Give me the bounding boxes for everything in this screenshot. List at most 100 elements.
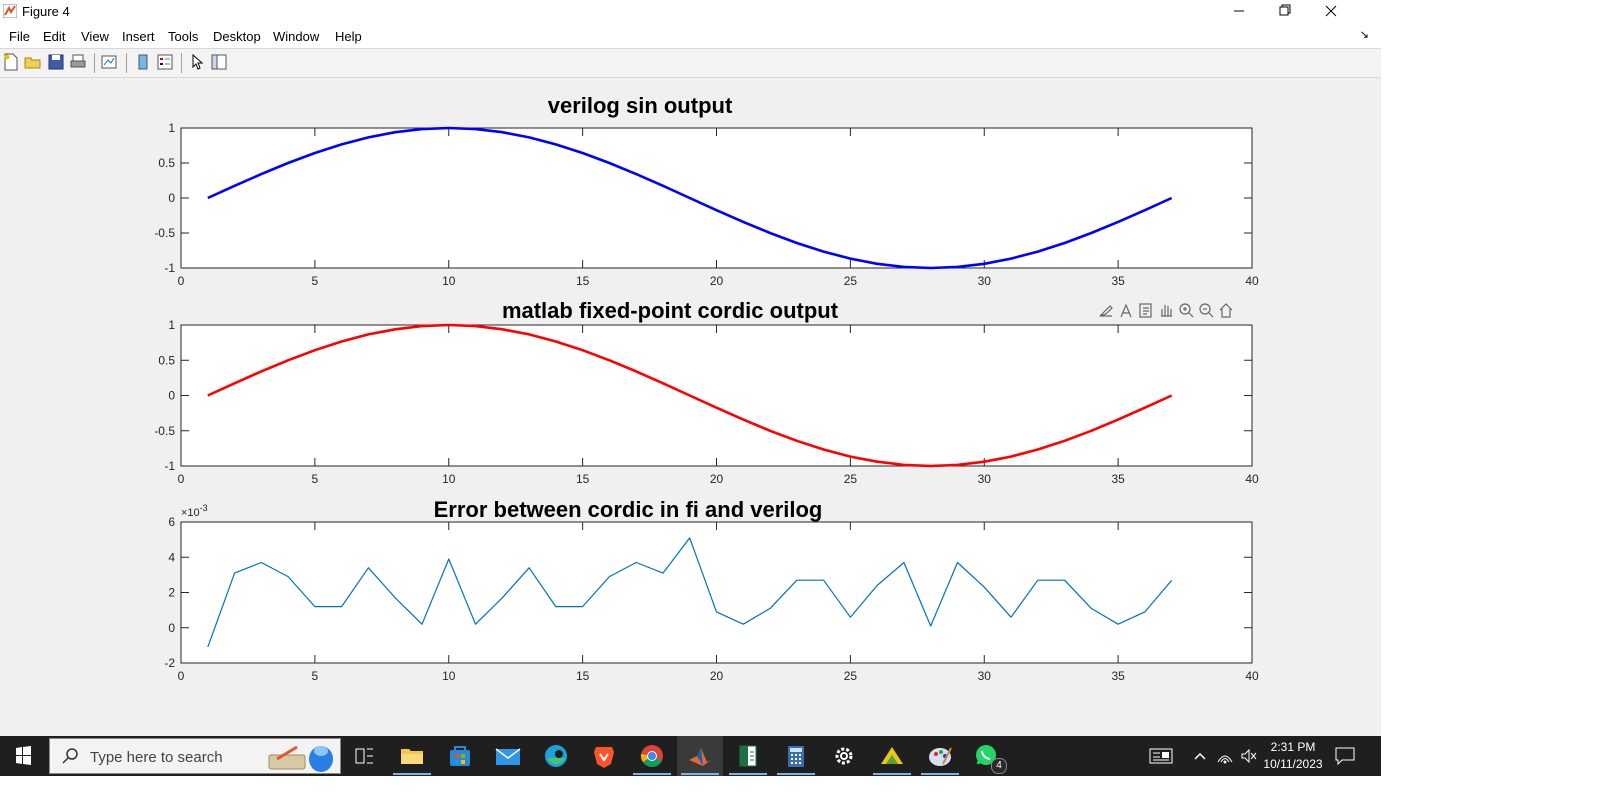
x-tick-label: 25 <box>844 669 858 683</box>
x-tick-label: 35 <box>1111 472 1125 486</box>
menu-edit[interactable]: Edit <box>43 29 66 44</box>
running-indicator <box>681 773 719 775</box>
x-tick-label: 35 <box>1111 274 1125 288</box>
taskbar-search-box[interactable]: Type here to search <box>49 738 341 774</box>
restore-button[interactable] <box>1262 0 1308 24</box>
x-tick-label: 30 <box>978 669 992 683</box>
x-tick-label: 30 <box>978 274 992 288</box>
x-tick-label: 20 <box>710 274 724 288</box>
network-icon[interactable] <box>1216 748 1234 764</box>
figure-toolbar <box>0 48 1381 78</box>
link-plot-icon[interactable] <box>100 53 118 71</box>
x-tick-label: 0 <box>178 472 185 486</box>
taskbar-matlab[interactable] <box>677 736 723 776</box>
running-indicator <box>633 773 671 775</box>
notification-center-icon[interactable] <box>1334 746 1356 766</box>
x-tick-label: 10 <box>442 669 456 683</box>
menu-file[interactable]: File <box>9 29 30 44</box>
x-tick-label: 40 <box>1245 669 1259 683</box>
brush-icon[interactable] <box>1099 305 1113 317</box>
menu-tools[interactable]: Tools <box>168 29 199 44</box>
minimize-icon <box>1234 10 1244 12</box>
pan-icon[interactable] <box>1161 305 1172 317</box>
print-icon[interactable] <box>69 53 87 71</box>
taskbar-file-explorer[interactable] <box>389 736 435 776</box>
taskbar-chrome[interactable] <box>629 736 675 776</box>
taskbar-mail[interactable] <box>485 736 531 776</box>
taskbar-settings[interactable] <box>821 736 867 776</box>
property-inspector-icon[interactable] <box>210 53 228 71</box>
taskbar-spreadsheet[interactable] <box>725 736 771 776</box>
calculator-icon <box>788 746 804 767</box>
home-icon[interactable] <box>1219 303 1233 318</box>
axes-toolbar <box>1099 303 1233 318</box>
x-tick-label: 25 <box>844 274 858 288</box>
menu-view[interactable]: View <box>81 29 109 44</box>
taskbar-whatsapp[interactable]: 4 <box>965 736 1011 776</box>
x-tick-label: 5 <box>312 274 319 288</box>
volume-muted-icon[interactable] <box>1240 748 1258 764</box>
toolbar-separator <box>94 53 95 73</box>
vivado-icon <box>881 747 903 764</box>
menu-window[interactable]: Window <box>273 29 320 44</box>
zoom-out-icon[interactable] <box>1199 303 1214 318</box>
search-highlight-illustration <box>268 745 333 772</box>
export-icon[interactable] <box>1139 303 1152 318</box>
x-tick-label: 40 <box>1245 472 1259 486</box>
taskbar-vivado[interactable] <box>869 736 915 776</box>
taskbar-date[interactable]: 10/11/2023 <box>1263 757 1323 771</box>
series-line <box>207 126 1173 270</box>
brave-icon <box>594 747 614 768</box>
edit-plot-icon[interactable] <box>188 53 206 71</box>
open-icon[interactable] <box>24 53 42 71</box>
window-title: Figure 4 <box>22 4 70 19</box>
save-icon[interactable] <box>47 53 65 71</box>
data-tips-icon[interactable] <box>1120 303 1132 318</box>
colorbar-icon[interactable] <box>134 53 152 71</box>
taskbar-paint[interactable] <box>917 736 963 776</box>
title-bar: Figure 4 <box>0 0 1381 24</box>
dock-arrow-icon[interactable]: ↘ <box>1359 29 1369 41</box>
close-icon <box>1325 5 1337 17</box>
close-button[interactable] <box>1308 0 1354 24</box>
y-tick-label: 0 <box>168 191 175 205</box>
menu-help[interactable]: Help <box>335 29 362 44</box>
plot-area <box>180 127 1253 269</box>
series-line <box>207 323 1173 468</box>
taskbar-calculator[interactable] <box>773 736 819 776</box>
running-indicator <box>873 773 911 775</box>
legend-icon[interactable] <box>156 53 174 71</box>
search-placeholder: Type here to search <box>90 749 223 766</box>
taskbar-news-widget[interactable] <box>1138 736 1184 776</box>
spreadsheet-icon <box>739 745 757 767</box>
menu-bar: File Edit View Insert Tools Desktop Wind… <box>0 24 1381 48</box>
x-tick-label: 0 <box>178 669 185 683</box>
toolbar-separator <box>126 53 127 73</box>
mail-icon <box>495 748 521 765</box>
x-tick-label: 10 <box>442 274 456 288</box>
x-tick-label: 15 <box>576 472 590 486</box>
minimize-button[interactable] <box>1216 0 1262 24</box>
taskbar-microsoft-store[interactable] <box>437 736 483 776</box>
start-button[interactable] <box>0 736 46 776</box>
matlab-icon <box>689 748 711 766</box>
menu-insert[interactable]: Insert <box>122 29 155 44</box>
restore-icon <box>1279 4 1291 16</box>
new-figure-icon[interactable] <box>2 53 20 71</box>
taskbar-time[interactable]: 2:31 PM <box>1270 740 1316 754</box>
taskbar-edge[interactable] <box>533 736 579 776</box>
y-tick-label: 2 <box>168 586 175 600</box>
taskbar-brave[interactable] <box>581 736 627 776</box>
y-tick-label: 0 <box>168 389 175 403</box>
show-hidden-icons-chevron-icon[interactable] <box>1192 748 1208 764</box>
zoom-in-icon[interactable] <box>1179 303 1194 318</box>
y-tick-label: 0.5 <box>158 353 175 367</box>
toolbar-separator <box>181 53 182 73</box>
y-tick-label: 6 <box>168 515 175 529</box>
taskbar-task-view[interactable] <box>341 736 387 776</box>
menu-desktop[interactable]: Desktop <box>213 29 261 44</box>
x-tick-label: 20 <box>710 472 724 486</box>
x-tick-label: 5 <box>312 472 319 486</box>
